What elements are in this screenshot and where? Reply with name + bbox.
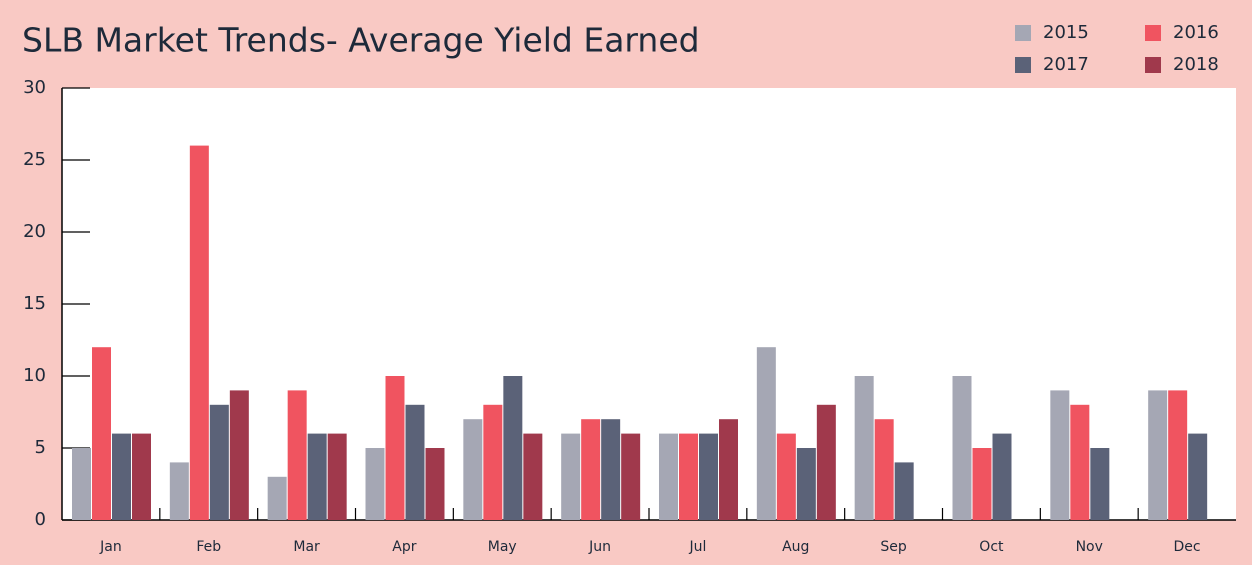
bar: [816, 404, 836, 520]
bar: [287, 390, 307, 520]
legend-swatch: [1145, 57, 1161, 73]
y-tick-label: 25: [23, 149, 46, 170]
bar: [659, 433, 678, 520]
bar: [874, 419, 894, 520]
x-tick-label: Dec: [1174, 539, 1201, 555]
legend-swatch: [1145, 25, 1161, 41]
bar: [327, 433, 347, 520]
x-tick-label: Sep: [880, 539, 907, 555]
bar: [385, 376, 405, 520]
bar: [699, 433, 718, 520]
bar: [601, 419, 621, 520]
x-tick-label: Nov: [1076, 539, 1103, 555]
bar: [581, 419, 601, 520]
y-tick-label: 30: [23, 77, 46, 98]
legend-label: 2018: [1173, 54, 1219, 75]
bar: [1070, 404, 1090, 520]
x-tick-label: Jun: [588, 539, 611, 555]
bar: [561, 433, 581, 520]
x-tick-label: Jan: [99, 539, 122, 555]
bar: [189, 145, 209, 520]
bar: [756, 347, 776, 520]
x-tick-label: Feb: [196, 539, 221, 555]
legend-label: 2017: [1043, 54, 1089, 75]
bar: [1168, 390, 1188, 520]
bar: [483, 404, 503, 520]
bar: [112, 433, 131, 520]
bar: [1050, 390, 1070, 520]
bar: [621, 433, 641, 520]
bar: [854, 376, 874, 520]
bar: [72, 448, 91, 520]
chart-title: SLB Market Trends- Average Yield Earned: [22, 21, 700, 60]
bar: [169, 462, 189, 520]
bar: [209, 404, 229, 520]
y-tick-label: 5: [35, 437, 46, 458]
bar: [405, 404, 425, 520]
x-tick-label: Aug: [782, 539, 809, 555]
y-tick-label: 15: [23, 293, 46, 314]
y-tick-label: 0: [35, 509, 46, 530]
bar: [503, 376, 523, 520]
x-tick-label: Jul: [688, 539, 706, 555]
bar: [952, 376, 972, 520]
bar: [1090, 448, 1110, 520]
bar: [132, 433, 151, 520]
bar: [365, 448, 385, 520]
plot-area: [62, 88, 1236, 520]
bar: [972, 448, 992, 520]
x-tick-label: Oct: [979, 539, 1004, 555]
bar: [229, 390, 249, 520]
bar: [719, 419, 738, 520]
bar: [679, 433, 698, 520]
bar: [267, 476, 287, 520]
bar: [425, 448, 445, 520]
bar: [307, 433, 327, 520]
x-tick-label: Mar: [293, 539, 320, 555]
x-tick-label: Apr: [392, 539, 416, 555]
bar: [1188, 433, 1208, 520]
x-tick-label: May: [488, 539, 517, 555]
bar: [92, 347, 111, 520]
legend-label: 2015: [1043, 22, 1089, 43]
bar: [992, 433, 1012, 520]
bar: [1148, 390, 1168, 520]
bar: [776, 433, 796, 520]
bar: [463, 419, 483, 520]
legend-swatch: [1015, 25, 1031, 41]
bar: [894, 462, 914, 520]
bar: [796, 448, 816, 520]
y-tick-label: 20: [23, 221, 46, 242]
bar: [523, 433, 543, 520]
legend-label: 2016: [1173, 22, 1219, 43]
y-tick-label: 10: [23, 365, 46, 386]
legend-swatch: [1015, 57, 1031, 73]
